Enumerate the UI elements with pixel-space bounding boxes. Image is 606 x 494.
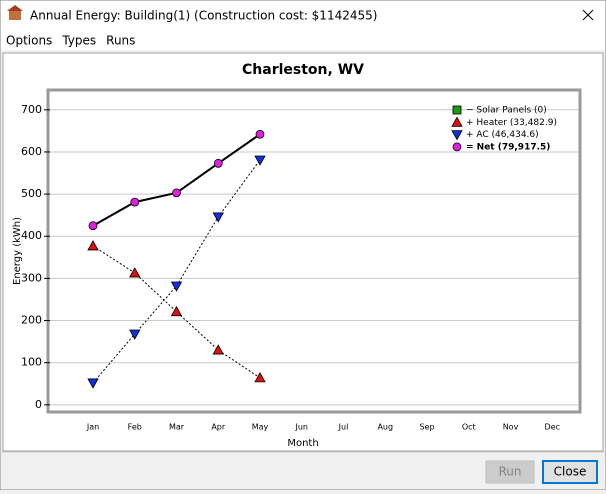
button: [485, 460, 535, 484]
data-point: [129, 267, 141, 278]
y-tick-label: 400: [21, 229, 42, 242]
legend-label: + AC (46,434.6): [466, 130, 539, 140]
data-point: [255, 129, 265, 139]
x-tick-label: Jul: [338, 423, 349, 432]
menu-bar: [1, 32, 605, 50]
y-tick-label: 300: [21, 271, 42, 284]
y-tick-label: 600: [21, 145, 42, 158]
y-tick-label: 0: [35, 398, 42, 411]
title-bar: [1, 1, 605, 32]
legend-label: + Heater (33,482.9): [466, 118, 557, 128]
x-tick-label: Apr: [211, 423, 226, 432]
plot-area: [46, 88, 582, 414]
legend-marker: [452, 142, 462, 152]
button[interactable]: [542, 460, 598, 484]
data-point: [212, 344, 224, 355]
legend-marker: [451, 130, 463, 141]
data-point: [212, 212, 224, 223]
data-point: [88, 221, 98, 231]
menu-item[interactable]: Runs: [106, 34, 135, 48]
legend-marker: [452, 105, 462, 115]
legend-label: = Net (79,917.5): [466, 142, 550, 152]
x-axis-label: Month: [287, 438, 318, 449]
data-point: [87, 378, 99, 389]
x-tick-label: Nov: [503, 423, 519, 432]
y-tick-label: 100: [21, 356, 42, 369]
x-tick-label: Jan: [86, 423, 99, 432]
data-point: [213, 158, 223, 168]
series-line: [92, 159, 261, 384]
data-point: [87, 240, 99, 251]
x-tick-label: Sep: [419, 423, 434, 432]
y-tick-label: 200: [21, 314, 42, 327]
window-title: Annual Energy: Building(1) (Construction…: [30, 9, 377, 23]
data-point: [254, 372, 266, 383]
data-point: [129, 329, 141, 340]
close-icon[interactable]: [582, 9, 594, 21]
x-tick-label: Jun: [295, 423, 309, 432]
x-tick-label: Feb: [128, 423, 142, 432]
data-point: [170, 305, 183, 317]
chart-title: Charleston, WV: [242, 62, 364, 78]
x-tick-label: Mar: [169, 423, 185, 432]
menu-item[interactable]: Options: [6, 34, 52, 48]
button-label: Close: [554, 465, 587, 479]
series-line: [92, 245, 261, 379]
x-tick-label: Dec: [545, 423, 560, 432]
data-point: [172, 188, 181, 198]
y-tick-label: 500: [21, 187, 42, 200]
app-icon: [7, 5, 23, 20]
legend-label: − Solar Panels (0): [466, 106, 547, 116]
x-tick-label: Oct: [462, 423, 476, 432]
button-label: Run: [498, 465, 521, 479]
data-point: [170, 281, 183, 292]
data-point: [130, 197, 140, 207]
legend-marker: [451, 116, 463, 127]
data-point: [254, 155, 266, 166]
y-tick-label: 700: [21, 103, 42, 116]
x-tick-label: Aug: [377, 423, 393, 432]
menu-item[interactable]: Types: [61, 34, 96, 48]
x-tick-label: May: [252, 423, 269, 432]
y-axis-label: Energy (kWh): [12, 217, 23, 285]
